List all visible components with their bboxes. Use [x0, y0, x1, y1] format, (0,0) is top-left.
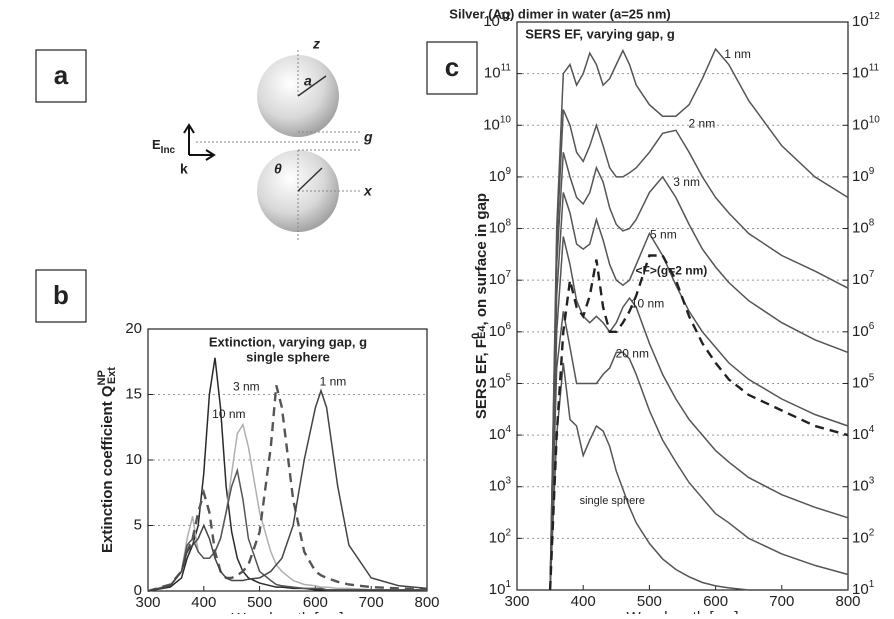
- series-line: [147, 385, 428, 593]
- x-tick-label: 500: [637, 593, 662, 610]
- x-tick-label: 300: [135, 594, 160, 611]
- series-line: [549, 362, 848, 591]
- chart-title: SERS EF, varying gap, g: [525, 26, 675, 41]
- y-tick-label: 10: [125, 451, 142, 468]
- plot-frame: [516, 21, 849, 591]
- diagram-label: k: [180, 161, 188, 177]
- y-tick-label: 109: [489, 166, 512, 185]
- x-axis-label: Wavelength [nm]: [627, 609, 739, 614]
- series-label: 5 nm: [650, 228, 677, 242]
- y-tick-label: 103: [489, 475, 512, 494]
- y-tick-label: 101: [489, 579, 512, 598]
- y-tick-label: 104: [489, 424, 512, 443]
- y-axis-label: Extinction coefficient QNPExt: [96, 367, 118, 553]
- x-tick-label: 400: [571, 593, 596, 610]
- y-tick-label: 104: [852, 424, 875, 443]
- series-label: 3 nm: [673, 175, 700, 189]
- series-label: 20 nm: [616, 347, 649, 361]
- y-tick-label: 1011: [484, 62, 512, 81]
- series-line: [549, 192, 849, 591]
- y-tick-label: 109: [852, 166, 875, 185]
- series-label: 10 nm: [631, 296, 664, 310]
- y-tick-label: 103: [852, 475, 875, 494]
- series-label: <F>(g=2 nm): [636, 264, 708, 278]
- x-tick-label: 500: [247, 594, 272, 611]
- y-tick-label: 1012: [483, 11, 511, 30]
- y-axis-label: SERS EF, F0E4, on surface in gap: [470, 193, 490, 419]
- y-tick-label: 107: [852, 269, 875, 288]
- y-tick-label: 102: [852, 527, 875, 546]
- panel-box: [426, 41, 478, 95]
- x-tick-label: 700: [769, 593, 794, 610]
- y-tick-label: 107: [489, 269, 512, 288]
- y-tick-label: 15: [125, 385, 142, 402]
- dimer-diagram: z a EInc k g θ x: [152, 36, 373, 241]
- diagram-label: g: [363, 129, 373, 145]
- y-tick-label: 105: [852, 372, 875, 391]
- panel-box: [35, 49, 87, 103]
- series-line: [548, 254, 849, 591]
- x-tick-label: 600: [703, 593, 728, 610]
- series-label: 10 nm: [212, 407, 245, 421]
- panel-label: b: [53, 280, 69, 310]
- y-tick-label: 106: [852, 320, 875, 339]
- panel-label: c: [445, 52, 459, 82]
- series-line: [147, 357, 427, 592]
- x-tick-label: 800: [414, 594, 439, 611]
- series-line: [549, 47, 849, 591]
- y-tick-label: 108: [489, 217, 512, 236]
- x-tick-label: 800: [835, 593, 860, 610]
- y-tick-label: 1010: [483, 114, 511, 133]
- series-label: 1 nm: [724, 47, 751, 61]
- y-tick-label: 20: [125, 320, 142, 337]
- y-tick-label: 102: [489, 527, 512, 546]
- x-tick-label: 400: [191, 594, 216, 611]
- series-line: [147, 388, 428, 592]
- x-axis-label: Wavelength [nm]: [232, 610, 344, 614]
- x-tick-label: 700: [359, 594, 384, 611]
- series-line: [549, 311, 849, 591]
- y-tick-label: 108: [852, 217, 875, 236]
- panel-label: a: [54, 60, 69, 90]
- y-tick-label: 101: [852, 579, 875, 598]
- series-line: [549, 152, 849, 591]
- diagram-label: EInc: [152, 137, 176, 155]
- chart-title: Extinction, varying gap, g: [209, 334, 367, 349]
- series-label: 2 nm: [689, 116, 716, 130]
- series-label: 3 nm: [233, 380, 260, 394]
- panel-box: [35, 269, 87, 323]
- series-line: [147, 467, 427, 592]
- y-tick-label: 5: [134, 516, 142, 533]
- y-tick-label: 106: [489, 320, 512, 339]
- diagram-label: a: [304, 73, 312, 89]
- y-tick-label: 0: [134, 582, 142, 599]
- diagram-label: z: [312, 36, 320, 52]
- field-arrows: [183, 123, 216, 161]
- x-tick-label: 600: [303, 594, 328, 611]
- figure-title: Silver (Ag) dimer in water (a=25 nm): [449, 6, 670, 21]
- radius: [297, 75, 327, 97]
- y-tick-label: 1011: [852, 62, 880, 81]
- series-label: single sphere: [580, 495, 645, 507]
- radius: [297, 167, 323, 192]
- plot-frame: [147, 328, 428, 592]
- series-label: 1 nm: [320, 375, 347, 389]
- y-tick-label: 1012: [852, 11, 880, 30]
- series-line: [549, 236, 849, 591]
- x-tick-label: 300: [504, 593, 529, 610]
- y-tick-label: 1010: [852, 114, 880, 133]
- y-tick-label: 105: [489, 372, 512, 391]
- series-line: [549, 109, 849, 591]
- diagram-label: θ: [274, 161, 282, 177]
- series-label: single sphere: [246, 349, 330, 364]
- diagram-label: x: [363, 183, 373, 199]
